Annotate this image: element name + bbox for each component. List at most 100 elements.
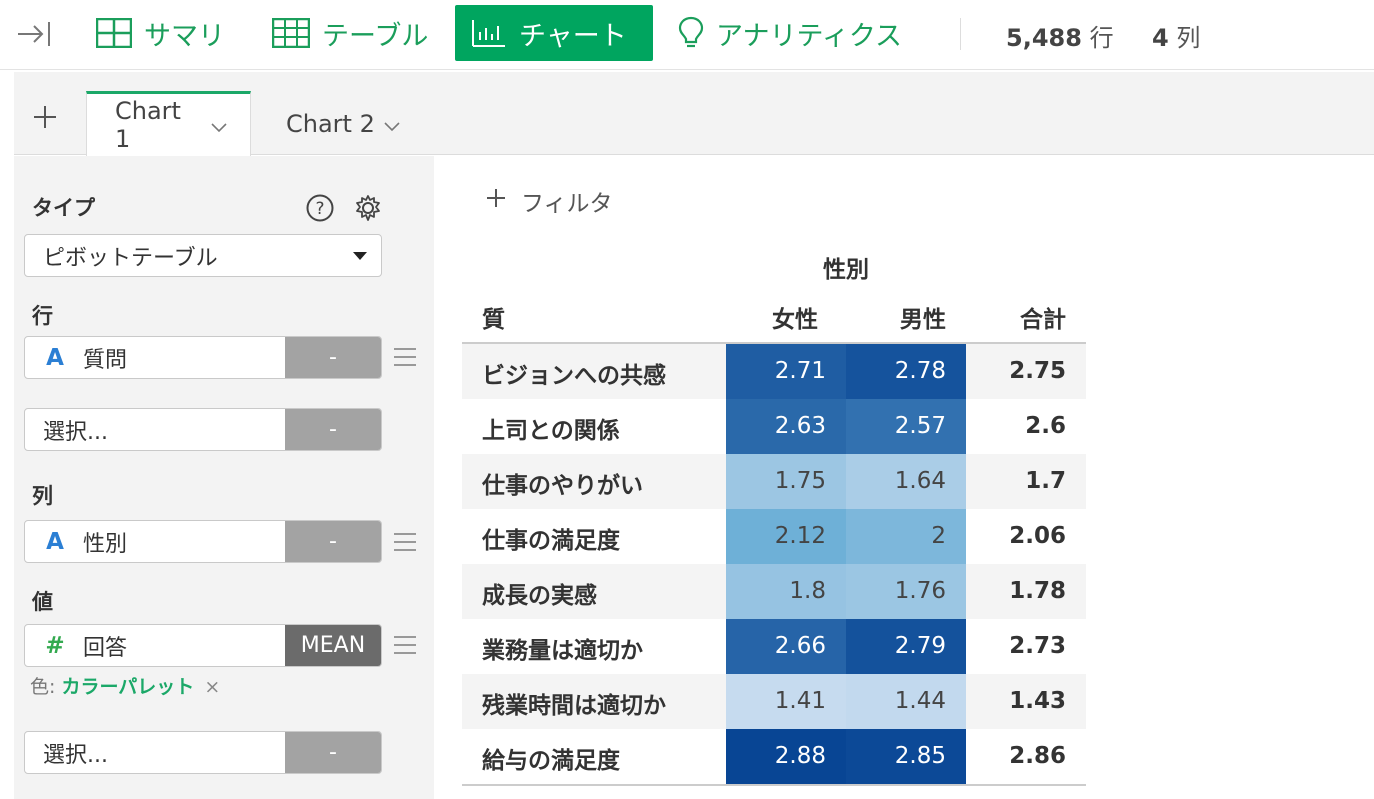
help-icon[interactable]: ? bbox=[305, 193, 335, 223]
column-count-value: 4 bbox=[1152, 24, 1169, 52]
heatmap-cell: 2.63 bbox=[726, 399, 846, 454]
row-total: 2.06 bbox=[1009, 523, 1066, 549]
table-row: 成長の実感 1.8 1.76 1.78 bbox=[462, 564, 1086, 619]
add-chart-icon[interactable] bbox=[32, 104, 58, 130]
heatmap-cell: 1.8 bbox=[726, 564, 846, 619]
row-field-agg-button[interactable]: - bbox=[285, 337, 381, 378]
type-label: タイプ bbox=[32, 196, 95, 220]
column-count: 4 列 bbox=[1152, 18, 1200, 53]
table-row: 給与の満足度 2.88 2.85 2.86 bbox=[462, 729, 1086, 784]
table-grid-icon bbox=[272, 18, 310, 48]
heatmap-cell: 2.78 bbox=[846, 344, 966, 399]
column-field-pill: A 性別 - bbox=[24, 520, 382, 563]
column-field-agg-button[interactable]: - bbox=[285, 521, 381, 562]
column-header-total: 合計 bbox=[1020, 307, 1066, 333]
value-add-placeholder: 選択... bbox=[43, 742, 108, 768]
tab-chart-label: チャート bbox=[519, 20, 627, 52]
chart-tab-2-label: Chart 2 bbox=[286, 109, 375, 138]
toolbar-divider bbox=[960, 18, 961, 50]
row-label: 業務量は適切か bbox=[482, 638, 643, 664]
column-header-female: 女性 bbox=[772, 307, 818, 333]
filter-label: フィルタ bbox=[521, 191, 613, 217]
table-row: 上司との関係 2.63 2.57 2.6 bbox=[462, 399, 1086, 454]
column-count-unit: 列 bbox=[1176, 24, 1201, 52]
row-total: 2.75 bbox=[1009, 358, 1066, 384]
row-total: 2.86 bbox=[1009, 743, 1066, 769]
numeric-type-icon: # bbox=[45, 632, 65, 659]
chevron-down-icon[interactable] bbox=[210, 111, 228, 139]
chart-tab-2[interactable]: Chart 2 bbox=[258, 91, 423, 156]
chart-type-select[interactable]: ピボットテーブル bbox=[24, 234, 382, 277]
table-row: 仕事のやりがい 1.75 1.64 1.7 bbox=[462, 454, 1086, 509]
text-type-icon: A bbox=[46, 344, 64, 371]
summary-grid-icon bbox=[96, 18, 132, 48]
row-add-pill: 選択... - bbox=[24, 408, 382, 451]
drag-handle-icon[interactable] bbox=[394, 348, 416, 368]
row-field-name: 質問 bbox=[83, 347, 128, 373]
chevron-down-icon[interactable] bbox=[383, 110, 401, 138]
drag-handle-icon[interactable] bbox=[394, 533, 416, 553]
heatmap-cell: 2 bbox=[846, 509, 966, 564]
row-add-agg-button[interactable]: - bbox=[285, 409, 381, 450]
heatmap-cell: 2.66 bbox=[726, 619, 846, 674]
tab-analytics[interactable]: アナリティクス bbox=[662, 5, 918, 61]
add-filter-button[interactable]: フィルタ bbox=[485, 184, 613, 218]
heatmap-cell: 2.85 bbox=[846, 729, 966, 784]
table-row: 残業時間は適切か 1.41 1.44 1.43 bbox=[462, 674, 1086, 729]
gear-icon[interactable] bbox=[353, 193, 383, 223]
row-total: 1.7 bbox=[1025, 468, 1066, 494]
row-total: 2.73 bbox=[1009, 633, 1066, 659]
remove-color-icon[interactable]: × bbox=[204, 676, 221, 698]
row-total: 2.6 bbox=[1025, 413, 1066, 439]
value-agg-button[interactable]: MEAN bbox=[285, 625, 381, 666]
heatmap-cell: 2.88 bbox=[726, 729, 846, 784]
value-field-name: 回答 bbox=[83, 635, 128, 661]
tab-analytics-label: アナリティクス bbox=[716, 20, 903, 52]
row-add-selector[interactable]: 選択... bbox=[25, 409, 285, 450]
plus-icon bbox=[485, 187, 507, 215]
tab-table-label: テーブル bbox=[322, 20, 429, 52]
heatmap-cell: 2.57 bbox=[846, 399, 966, 454]
top-toolbar: サマリ テーブル チャート bbox=[0, 0, 1374, 70]
caret-down-icon bbox=[353, 252, 367, 260]
row-label: 上司との関係 bbox=[482, 418, 620, 444]
heatmap-cell: 1.64 bbox=[846, 454, 966, 509]
heatmap-cell: 1.75 bbox=[726, 454, 846, 509]
chart-tabs-bar: Chart 1 Chart 2 bbox=[14, 72, 1374, 156]
svg-text:?: ? bbox=[315, 199, 324, 219]
columns-label: 列 bbox=[32, 484, 53, 508]
column-group-header: 性別 bbox=[823, 257, 869, 283]
tab-summary[interactable]: サマリ bbox=[80, 5, 241, 61]
pivot-rows: ビジョンへの共感 2.71 2.78 2.75 上司との関係 2.63 2.57 2.6 仕事の… bbox=[462, 344, 1086, 786]
row-label: 仕事の満足度 bbox=[482, 528, 620, 554]
row-field-pill: A 質問 - bbox=[24, 336, 382, 379]
chart-config-panel: タイプ ? ピボットテーブル 行 A 質問 - 選択... - 列 A 性 bbox=[14, 156, 434, 799]
row-label: 給与の満足度 bbox=[482, 748, 620, 774]
heatmap-cell: 1.76 bbox=[846, 564, 966, 619]
column-field-name: 性別 bbox=[83, 531, 128, 557]
value-field-selector[interactable]: # 回答 bbox=[25, 625, 285, 666]
value-field-pill: # 回答 MEAN bbox=[24, 624, 382, 667]
row-total: 1.78 bbox=[1009, 578, 1066, 604]
tab-table[interactable]: テーブル bbox=[256, 5, 444, 61]
bar-chart-icon bbox=[471, 18, 507, 48]
value-add-agg-button[interactable]: - bbox=[285, 732, 381, 773]
column-field-selector[interactable]: A 性別 bbox=[25, 521, 285, 562]
chart-tab-1[interactable]: Chart 1 bbox=[86, 91, 251, 156]
table-row: ビジョンへの共感 2.71 2.78 2.75 bbox=[462, 344, 1086, 399]
table-row: 業務量は適切か 2.66 2.79 2.73 bbox=[462, 619, 1086, 674]
drag-handle-icon[interactable] bbox=[394, 636, 416, 656]
color-setting: 色: カラーパレット × bbox=[30, 672, 220, 699]
tab-chart[interactable]: チャート bbox=[455, 5, 653, 61]
collapse-panel-icon[interactable] bbox=[16, 19, 54, 49]
chart-type-value: ピボットテーブル bbox=[43, 245, 218, 271]
color-prefix: 色: bbox=[30, 676, 56, 698]
value-add-selector[interactable]: 選択... bbox=[25, 732, 285, 773]
row-total: 1.43 bbox=[1009, 688, 1066, 714]
row-field-selector[interactable]: A 質問 bbox=[25, 337, 285, 378]
row-count-unit: 行 bbox=[1089, 24, 1114, 52]
row-label: 残業時間は適切か bbox=[482, 693, 666, 719]
heatmap-cell: 1.41 bbox=[726, 674, 846, 729]
color-palette-link[interactable]: カラーパレット bbox=[61, 676, 195, 698]
row-count: 5,488 行 bbox=[1006, 18, 1114, 53]
